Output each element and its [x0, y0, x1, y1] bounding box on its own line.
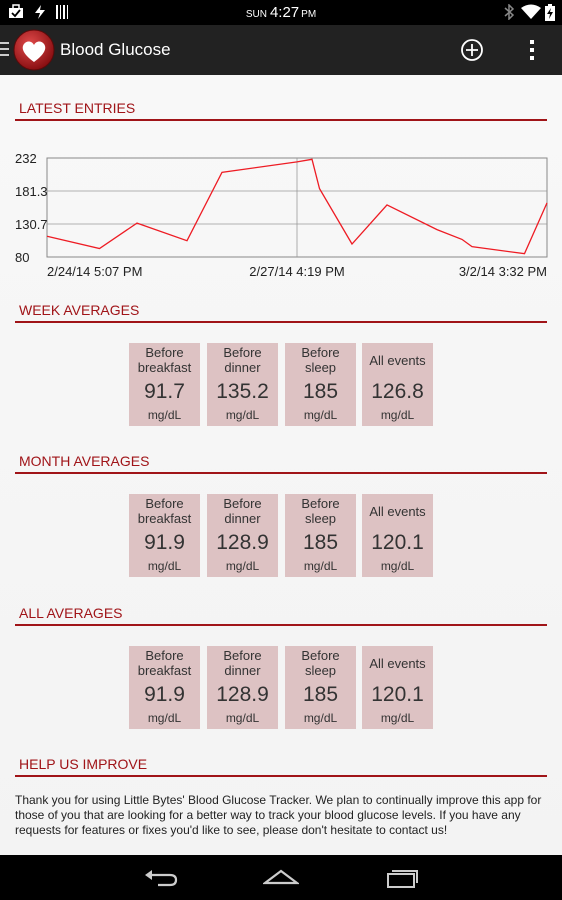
tile-unit: mg/dL	[225, 711, 260, 725]
navigation-bar	[0, 855, 562, 900]
help-improve-header: HELP US IMPROVE	[15, 756, 547, 777]
briefcase-check-icon	[8, 4, 24, 25]
chart-y-tick-label: 130.7	[15, 217, 48, 232]
airplane-mode-icon	[32, 4, 48, 25]
tile-value: 128.9	[216, 531, 269, 554]
all-average-tile[interactable]: Before dinner 128.9 mg/dL	[207, 646, 278, 729]
status-day: SUN	[245, 9, 267, 20]
status-ampm: PM	[301, 9, 317, 20]
month-averages-header: MONTH AVERAGES	[15, 453, 547, 474]
tile-label: All events	[369, 655, 426, 671]
tile-label: Before dinner	[223, 648, 262, 678]
tile-unit: mg/dL	[147, 559, 182, 573]
tile-value: 135.2	[216, 380, 269, 403]
tile-unit: mg/dL	[147, 711, 182, 725]
bluetooth-icon	[503, 3, 515, 25]
wifi-icon	[521, 4, 541, 25]
month-average-tile[interactable]: Before sleep 185 mg/dL	[285, 494, 356, 577]
chart-y-tick-label: 181.3	[15, 184, 48, 199]
chart-x-tick-label: 2/27/14 4:19 PM	[249, 264, 344, 279]
all-average-tile[interactable]: Before breakfast 91.9 mg/dL	[129, 646, 200, 729]
chart-x-tick-label: 3/2/14 3:32 PM	[459, 264, 547, 279]
app-logo-heart-icon[interactable]	[13, 28, 55, 77]
tile-unit: mg/dL	[303, 408, 338, 422]
status-bar: SUN 4:27 PM	[0, 0, 562, 25]
tile-unit: mg/dL	[380, 711, 415, 725]
tile-unit: mg/dL	[225, 408, 260, 422]
tile-value: 120.1	[371, 683, 424, 706]
tile-label: Before dinner	[223, 345, 262, 375]
tile-value: 185	[302, 531, 339, 554]
month-average-tile[interactable]: All events 120.1 mg/dL	[362, 494, 433, 577]
help-text: Thank you for using Little Bytes' Blood …	[15, 793, 542, 837]
tile-label: Before breakfast	[137, 648, 192, 678]
tile-label: Before breakfast	[137, 496, 192, 526]
tile-label: Before breakfast	[137, 345, 192, 375]
chart-y-tick-label: 80	[15, 250, 29, 265]
tile-label: All events	[369, 503, 426, 519]
all-average-tile[interactable]: All events 120.1 mg/dL	[362, 646, 433, 729]
tile-value: 128.9	[216, 683, 269, 706]
app-title: Blood Glucose	[60, 40, 171, 59]
tile-label: Before sleep	[301, 496, 340, 526]
tile-value: 126.8	[371, 380, 424, 403]
all-average-tile[interactable]: Before sleep 185 mg/dL	[285, 646, 356, 729]
tile-value: 120.1	[371, 531, 424, 554]
tile-value: 185	[302, 380, 339, 403]
latest-entries-chart: 232 181.3 130.7 80 2/24/14 5:07 PM 2/27/14 4…	[15, 151, 548, 279]
tile-unit: mg/dL	[225, 559, 260, 573]
latest-entries-header: LATEST ENTRIES	[15, 100, 547, 121]
tile-label: Before dinner	[223, 496, 262, 526]
drawer-menu-icon[interactable]	[0, 41, 10, 62]
week-average-tile[interactable]: Before breakfast 91.7 mg/dL	[129, 343, 200, 426]
action-bar: Blood Glucose	[0, 25, 562, 75]
tile-unit: mg/dL	[303, 711, 338, 725]
tile-value: 91.9	[144, 531, 185, 554]
add-entry-icon[interactable]	[460, 38, 484, 67]
all-averages-header: ALL AVERAGES	[15, 605, 547, 626]
recent-apps-icon[interactable]	[386, 867, 418, 894]
tile-label: Before sleep	[301, 345, 340, 375]
chart-x-tick-label: 2/24/14 5:07 PM	[47, 264, 142, 279]
tile-unit: mg/dL	[380, 408, 415, 422]
tile-value: 91.9	[144, 683, 185, 706]
tile-unit: mg/dL	[147, 408, 182, 422]
overflow-menu-icon[interactable]	[527, 38, 537, 67]
chart-y-tick-label: 232	[15, 151, 37, 166]
status-clock: SUN 4:27 PM	[0, 4, 562, 21]
tile-unit: mg/dL	[380, 559, 415, 573]
glucose-series-line	[46, 158, 548, 255]
week-average-tile[interactable]: All events 126.8 mg/dL	[362, 343, 433, 426]
month-average-tile[interactable]: Before breakfast 91.9 mg/dL	[129, 494, 200, 577]
battery-charging-icon	[545, 4, 555, 26]
tile-label: All events	[369, 352, 426, 368]
tile-unit: mg/dL	[303, 559, 338, 573]
week-average-tile[interactable]: Before sleep 185 mg/dL	[285, 343, 356, 426]
status-time: 4:27	[269, 4, 300, 21]
tile-value: 185	[302, 683, 339, 706]
week-average-tile[interactable]: Before dinner 135.2 mg/dL	[207, 343, 278, 426]
home-icon[interactable]	[261, 867, 301, 892]
tile-label: Before sleep	[301, 648, 340, 678]
back-icon[interactable]	[144, 867, 178, 892]
month-average-tile[interactable]: Before dinner 128.9 mg/dL	[207, 494, 278, 577]
barcode-icon	[56, 4, 70, 25]
tile-value: 91.7	[144, 380, 185, 403]
dashboard-content[interactable]: LATEST ENTRIES 232 181.3 130.7 80 2/24/14 5…	[0, 75, 562, 855]
week-averages-header: WEEK AVERAGES	[15, 302, 547, 323]
